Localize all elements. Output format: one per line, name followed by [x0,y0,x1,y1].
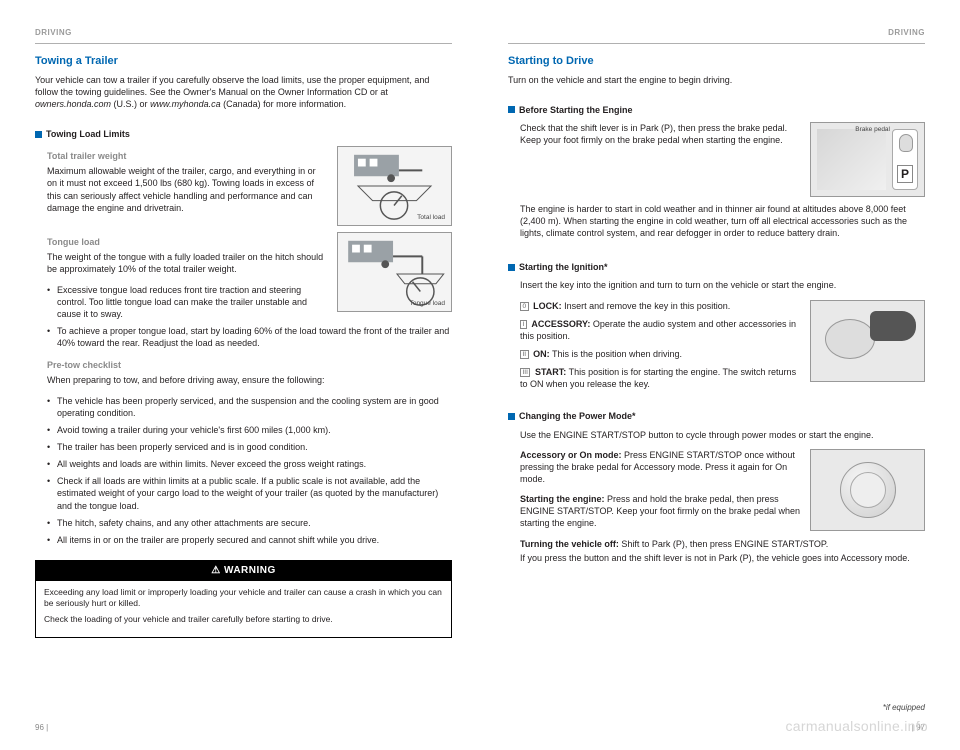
starting-ignition-heading: Starting the Ignition* [508,261,925,273]
section-header-right: DRIVING [508,28,925,44]
accessory-label: ACCESSORY: [531,319,590,329]
left-page: DRIVING Towing a Trailer Your vehicle ca… [0,0,480,750]
pretow-bullets: The vehicle has been properly serviced, … [47,395,452,546]
total-trailer-weight-block: Total load Total trailer weight Maximum … [35,146,452,232]
ignition-key-icon [811,301,924,381]
roman-3-icon: III [520,368,530,377]
topic-heading-right: Starting to Drive [508,54,925,69]
blue-square-icon [508,106,515,113]
turning-off-text: Shift to Park (P), then press ENGINE STA… [619,539,828,549]
power-mode-intro: Use the ENGINE START/STOP button to cycl… [520,429,925,441]
intro-left: Your vehicle can tow a trailer if you ca… [35,74,452,110]
shifter-icon: P [892,129,918,190]
ignition-key-figure [810,300,925,382]
pretow-block: Pre-tow checklist When preparing to tow,… [35,355,452,552]
starting-ignition-intro: Insert the key into the ignition and tur… [520,279,925,291]
pretow-title: Pre-tow checklist [47,359,452,371]
list-item: The vehicle has been properly serviced, … [47,395,452,419]
pedal-area-icon [817,129,886,190]
intro-text-3: (Canada) for more information. [221,99,347,109]
pretow-intro: When preparing to tow, and before drivin… [47,374,452,386]
list-item: Excessive tongue load reduces front tire… [47,284,452,320]
starting-ignition-label: Starting the Ignition* [519,261,608,273]
turning-off-cont: If you press the button and the shift le… [520,552,925,564]
towing-load-limits-label: Towing Load Limits [46,128,130,140]
on-label: ON: [533,349,550,359]
section-header-left: DRIVING [35,28,452,44]
list-item: All items in or on the trailer are prope… [47,534,452,546]
intro-link-2: www.myhonda.ca [150,99,221,109]
page-number-left: 96 | [35,723,48,734]
warning-p1: Exceeding any load limit or improperly l… [44,587,443,610]
list-item: The hitch, safety chains, and any other … [47,517,452,529]
power-mode-block: Use the ENGINE START/STOP button to cycl… [508,429,925,572]
right-page: DRIVING Starting to Drive Turn on the ve… [480,0,960,750]
lock-label: LOCK: [533,301,562,311]
total-load-figure: Total load [337,146,452,226]
accessory-on-mode-label: Accessory or On mode: [520,450,622,460]
list-item: To achieve a proper tongue load, start b… [47,325,452,349]
start-label: START: [535,367,566,377]
list-item: Avoid towing a trailer during your vehic… [47,424,452,436]
starting-engine-label: Starting the engine: [520,494,605,504]
intro-right: Turn on the vehicle and start the engine… [508,74,925,86]
list-item: All weights and loads are within limits.… [47,458,452,470]
before-starting-label: Before Starting the Engine [519,104,633,116]
blue-square-icon [508,413,515,420]
warning-body: Exceeding any load limit or improperly l… [36,581,451,637]
engine-start-button-icon [811,450,924,530]
blue-square-icon [508,264,515,271]
starting-ignition-block: Insert the key into the ignition and tur… [508,279,925,396]
roman-2-icon: II [520,350,529,359]
roman-0-icon: 0 [520,302,529,311]
turning-off: Turning the vehicle off: Shift to Park (… [520,538,925,550]
shift-p-label: P [897,165,913,183]
total-load-caption: Total load [417,214,445,223]
page-spread: DRIVING Towing a Trailer Your vehicle ca… [0,0,960,750]
before-starting-block: P Brake pedal Check that the shift lever… [508,122,925,203]
turning-off-label: Turning the vehicle off: [520,539,619,549]
list-item: Check if all loads are within limits at … [47,475,452,511]
power-mode-heading: Changing the Power Mode* [508,410,925,422]
intro-text-2: (U.S.) or [111,99,150,109]
warning-box: WARNING Exceeding any load limit or impr… [35,560,452,638]
lock-text: Insert and remove the key in this positi… [562,301,731,311]
intro-text-1: Your vehicle can tow a trailer if you ca… [35,75,429,97]
tongue-load-bullets: Excessive tongue load reduces front tire… [47,284,452,350]
towing-load-limits-heading: Towing Load Limits [35,128,452,140]
brake-pedal-figure: P Brake pedal [810,122,925,197]
intro-link-1: owners.honda.com [35,99,111,109]
brake-pedal-label: Brake pedal [855,126,890,135]
warning-title: WARNING [36,561,451,581]
topic-heading-left: Towing a Trailer [35,54,452,69]
tongue-load-block: Tongue load Tongue load The weight of th… [35,232,452,355]
warning-p2: Check the loading of your vehicle and tr… [44,614,443,625]
power-mode-label: Changing the Power Mode* [519,410,636,422]
footnote: *if equipped [883,703,925,714]
cold-weather-note: The engine is harder to start in cold we… [508,203,925,239]
list-item: The trailer has been properly serviced a… [47,441,452,453]
before-starting-heading: Before Starting the Engine [508,104,925,116]
roman-1-icon: I [520,320,527,329]
engine-start-figure [810,449,925,531]
on-text: This is the position when driving. [550,349,682,359]
watermark: carmanualsonline.info [786,717,929,736]
blue-square-icon [35,131,42,138]
